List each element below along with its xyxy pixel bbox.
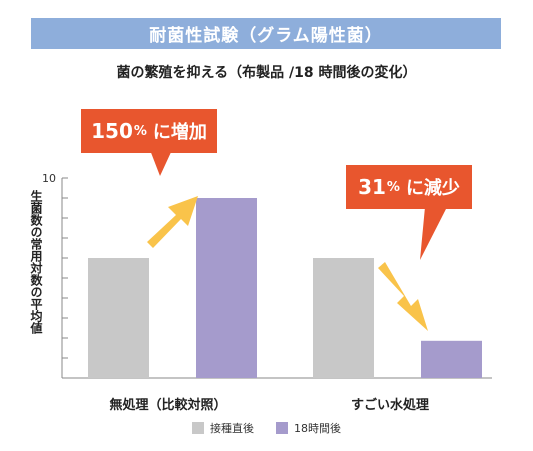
bar-18h-0 [196, 198, 257, 378]
increase-text: に増加 [152, 122, 207, 143]
y-axis-label: 生菌数の常用対数の平均値 [29, 190, 43, 334]
legend-label-initial: 接種直後 [210, 422, 254, 435]
decrease-text: に減少 [405, 178, 460, 199]
decrease-callout-tail [420, 207, 447, 260]
increase-callout: 150% に増加 [81, 109, 217, 153]
legend-label-18h: 18時間後 [294, 422, 341, 435]
decrease-unit: % [386, 179, 400, 195]
legend: 接種直後 18時間後 [0, 420, 533, 436]
increase-value: 150 [91, 119, 133, 143]
bar-18h-1 [421, 340, 482, 378]
y-tick-label: 10 [42, 172, 56, 185]
bar-initial-0 [88, 258, 149, 378]
decrease-callout: 31% に減少 [346, 165, 472, 209]
increase-callout-tail [150, 150, 172, 176]
legend-item-18h: 18時間後 [276, 420, 341, 436]
category-label-treated: すごい水処理 [350, 398, 429, 413]
chart-subtitle: 菌の繁殖を抑える（布製品 /18 時間後の変化） [116, 65, 417, 81]
legend-swatch-initial [192, 422, 204, 434]
increase-unit: % [133, 123, 147, 139]
legend-swatch-18h [276, 422, 288, 434]
decrease-value: 31 [358, 175, 386, 199]
legend-item-initial: 接種直後 [192, 420, 254, 436]
category-label-untreated: 無処理（比較対照） [109, 398, 227, 413]
decrease-arrow [378, 262, 428, 331]
increase-arrow [147, 196, 198, 248]
bar-initial-1 [313, 258, 374, 378]
page-title-banner: 耐菌性試験（グラム陽性菌） [31, 18, 501, 49]
